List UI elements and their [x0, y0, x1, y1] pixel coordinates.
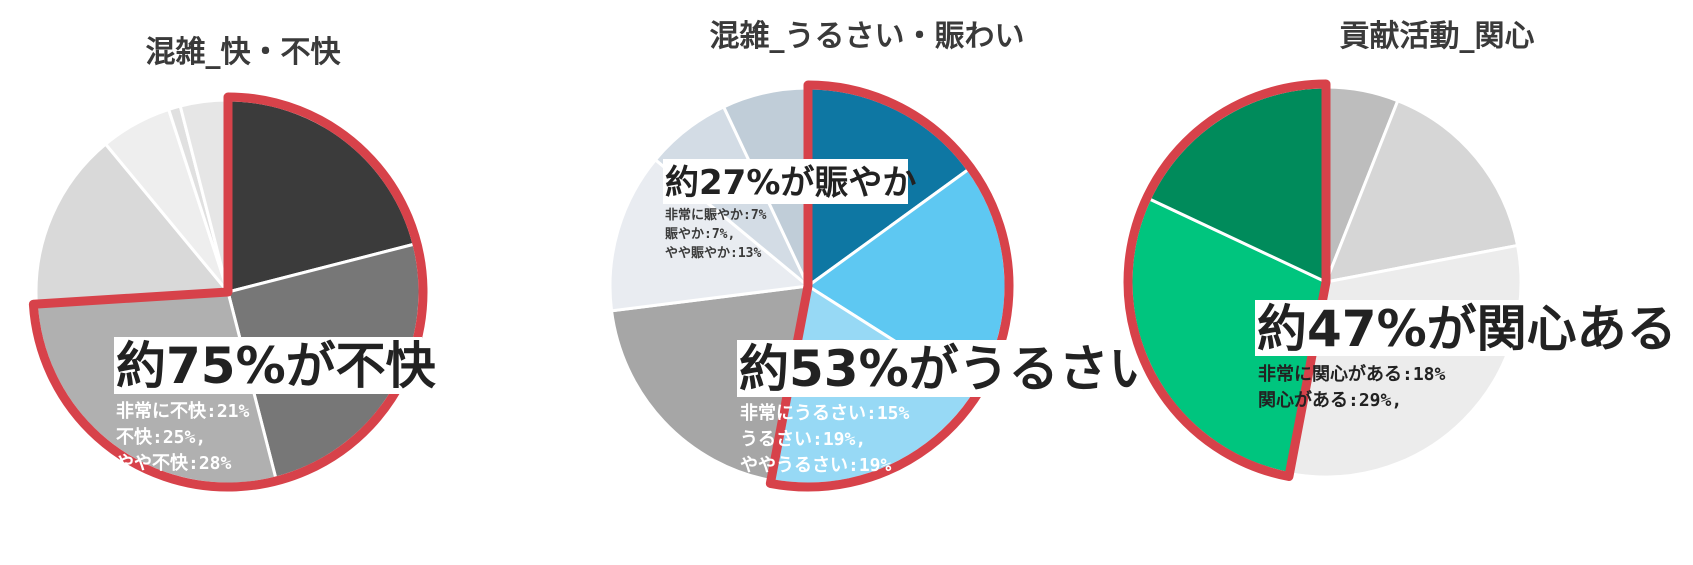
detail-line-3: やや賑やか:13%: [665, 246, 761, 261]
detail-line-2: 関心がある:29%,: [1258, 389, 1402, 411]
annotation: 約47%が関心ある 非常に関心がある:18% 関心がある:29%,: [1255, 300, 1677, 411]
highlight-outline: [1123, 79, 1331, 481]
chart-noise: 混雑_うるさい・賑わい 約27%が賑やか 非常に賑やか:7% 賑やか:7%, や…: [608, 19, 1159, 492]
chart-comfort: 混雑_快・不快 約75%が不快 非常に不快:21% 不快:25%, やや不快:2…: [28, 35, 437, 492]
chart-interest: 貢献活動_関心 約47%が関心ある 非常に関心がある:18% 関心がある:29%…: [1123, 19, 1677, 481]
pie-slice: [1323, 98, 1520, 284]
detail-line-2: うるさい:19%,: [740, 429, 866, 450]
headline: 約75%が不快: [116, 337, 437, 395]
headline-background: [737, 340, 1112, 397]
pie-slice: [34, 141, 232, 306]
annotation-noisy: 約53%がうるさい 非常にうるさい:15% うるさい:19%, ややうるさい:1…: [737, 340, 1159, 476]
highlight-outline: [765, 80, 1014, 492]
headline-background: [663, 159, 908, 204]
chart-title: 混雑_うるさい・賑わい: [710, 19, 1025, 54]
detail-line-1: 非常に賑やか:7%: [665, 207, 767, 223]
highlight-outline: [28, 92, 428, 492]
detail-line-1: 非常に関心がある:18%: [1258, 363, 1446, 385]
pie-slice: [609, 284, 810, 483]
headline: 約53%がうるさい: [739, 340, 1159, 398]
annotation-busy: 約27%が賑やか 非常に賑やか:7% 賑やか:7%, やや賑やか:13%: [663, 159, 916, 261]
chart-title: 貢献活動_関心: [1340, 19, 1535, 54]
detail-line-2: 賑やか:7%,: [665, 227, 735, 242]
chart-title: 混雑_快・不快: [146, 35, 342, 70]
detail-line-2: 不快:25%,: [116, 426, 206, 448]
headline-background: [114, 337, 422, 394]
detail-line-3: やや不快:28%: [116, 452, 232, 474]
headline: 約27%が賑やか: [665, 163, 916, 203]
headline: 約47%が関心ある: [1257, 300, 1677, 358]
headline-background: [1255, 300, 1660, 356]
annotation: 約75%が不快 非常に不快:21% 不快:25%, やや不快:28%: [114, 337, 437, 474]
detail-line-1: 非常にうるさい:15%: [740, 402, 910, 424]
detail-line-3: ややうるさい:19%: [740, 455, 892, 476]
pie-slice: [608, 157, 812, 313]
detail-line-1: 非常に不快:21%: [116, 400, 250, 422]
